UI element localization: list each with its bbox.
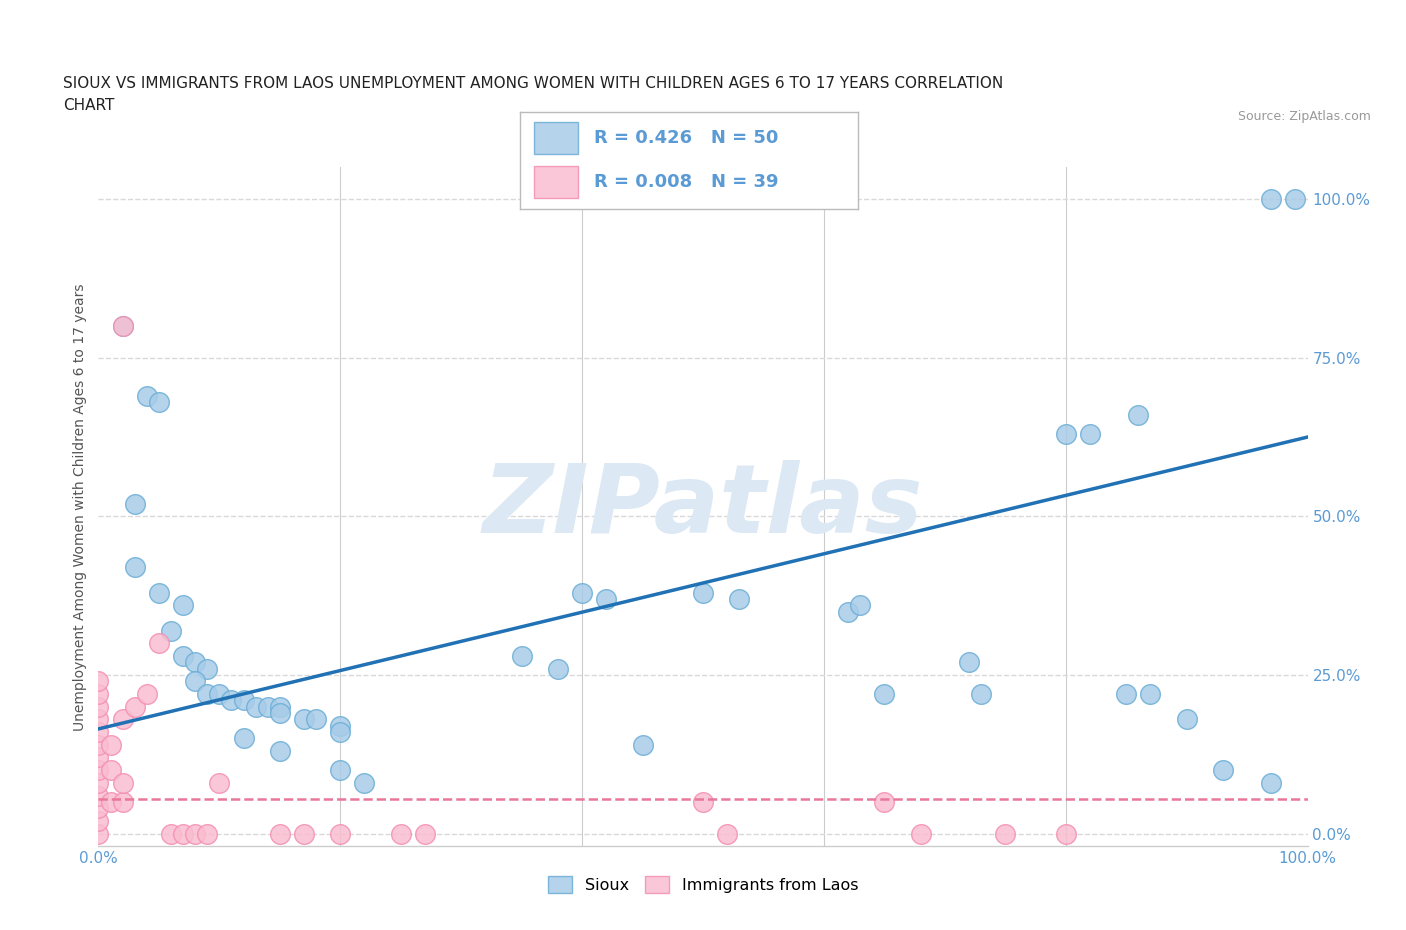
Point <box>124 699 146 714</box>
Point <box>87 712 110 727</box>
Point <box>728 591 751 606</box>
Point <box>111 712 134 727</box>
Point <box>87 763 110 777</box>
Point <box>1054 427 1077 442</box>
Point <box>849 598 872 613</box>
Point <box>87 826 110 841</box>
Point <box>232 731 254 746</box>
Point <box>124 560 146 575</box>
Point <box>1128 407 1150 422</box>
Point <box>716 826 738 841</box>
Point <box>172 648 194 663</box>
Point <box>873 686 896 701</box>
Point <box>1078 427 1101 442</box>
Point <box>87 801 110 816</box>
Point <box>305 712 328 727</box>
Point <box>595 591 617 606</box>
Point <box>87 776 110 790</box>
Point <box>256 699 278 714</box>
Point <box>87 699 110 714</box>
Point <box>873 794 896 809</box>
Point <box>148 394 170 409</box>
Point <box>184 655 207 670</box>
Point <box>269 699 291 714</box>
Point <box>87 737 110 752</box>
Bar <box>534 123 578 153</box>
Point <box>692 585 714 600</box>
Text: Source: ZipAtlas.com: Source: ZipAtlas.com <box>1237 110 1371 123</box>
Point <box>510 648 533 663</box>
Point <box>87 724 110 739</box>
Point <box>160 826 183 841</box>
Point <box>571 585 593 600</box>
Point <box>184 674 207 689</box>
Point <box>547 661 569 676</box>
Legend: Sioux, Immigrants from Laos: Sioux, Immigrants from Laos <box>541 870 865 899</box>
Point <box>87 750 110 764</box>
Point <box>1212 763 1234 777</box>
Text: R = 0.426   N = 50: R = 0.426 N = 50 <box>595 129 779 147</box>
Point <box>172 826 194 841</box>
Point <box>1115 686 1137 701</box>
Point <box>970 686 993 701</box>
Point <box>1139 686 1161 701</box>
Point <box>172 598 194 613</box>
Point <box>269 706 291 721</box>
Point <box>245 699 267 714</box>
Point <box>631 737 654 752</box>
Point <box>1284 192 1306 206</box>
Point <box>269 744 291 759</box>
Y-axis label: Unemployment Among Women with Children Ages 6 to 17 years: Unemployment Among Women with Children A… <box>73 283 87 731</box>
Point <box>269 826 291 841</box>
Point <box>100 763 122 777</box>
Point <box>148 585 170 600</box>
Point <box>100 794 122 809</box>
Point <box>184 826 207 841</box>
Point <box>389 826 412 841</box>
Point <box>87 788 110 803</box>
Point <box>292 712 315 727</box>
Point <box>1175 712 1198 727</box>
Point <box>329 763 352 777</box>
Point <box>111 776 134 790</box>
Point <box>353 776 375 790</box>
Point <box>329 718 352 733</box>
Point <box>195 661 218 676</box>
Point <box>413 826 436 841</box>
Point <box>837 604 859 619</box>
Text: ZIPatlas: ZIPatlas <box>482 460 924 553</box>
Text: SIOUX VS IMMIGRANTS FROM LAOS UNEMPLOYMENT AMONG WOMEN WITH CHILDREN AGES 6 TO 1: SIOUX VS IMMIGRANTS FROM LAOS UNEMPLOYME… <box>63 76 1004 91</box>
Point <box>87 686 110 701</box>
Text: R = 0.008   N = 39: R = 0.008 N = 39 <box>595 173 779 191</box>
Point <box>195 686 218 701</box>
Point <box>208 686 231 701</box>
Point <box>292 826 315 841</box>
Point <box>1054 826 1077 841</box>
Point <box>195 826 218 841</box>
Point <box>221 693 243 708</box>
Point <box>87 674 110 689</box>
Point <box>135 686 157 701</box>
Point <box>111 319 134 334</box>
Point <box>1260 192 1282 206</box>
Point <box>87 814 110 829</box>
Point <box>994 826 1017 841</box>
Point <box>111 319 134 334</box>
Point <box>910 826 932 841</box>
Point <box>160 623 183 638</box>
Point <box>232 693 254 708</box>
Point <box>135 389 157 404</box>
Point <box>957 655 980 670</box>
Point <box>148 636 170 651</box>
Point <box>100 737 122 752</box>
Point <box>208 776 231 790</box>
Point <box>329 826 352 841</box>
Point <box>329 724 352 739</box>
Bar <box>534 166 578 197</box>
Point <box>111 794 134 809</box>
Point <box>1260 776 1282 790</box>
Point <box>124 497 146 512</box>
Point <box>692 794 714 809</box>
Text: CHART: CHART <box>63 98 115 113</box>
